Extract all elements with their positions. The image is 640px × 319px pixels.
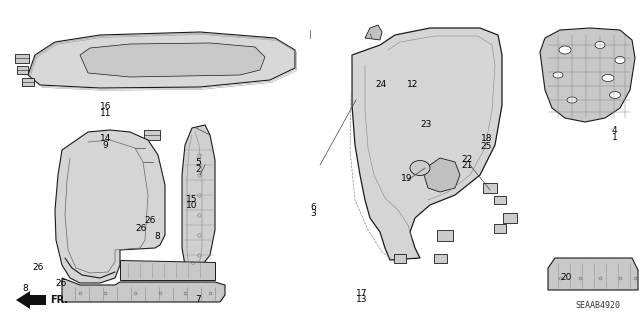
Ellipse shape — [602, 75, 614, 81]
Text: 16: 16 — [100, 102, 111, 111]
Polygon shape — [80, 43, 265, 77]
Bar — [483, 183, 497, 193]
Text: 10: 10 — [186, 201, 198, 210]
Text: 26: 26 — [33, 263, 44, 272]
Bar — [434, 254, 447, 263]
Bar — [144, 130, 160, 140]
Text: 11: 11 — [100, 109, 111, 118]
Text: 1: 1 — [612, 133, 617, 142]
Text: 23: 23 — [420, 120, 431, 129]
Bar — [394, 254, 406, 263]
Bar — [15, 54, 29, 63]
Bar — [437, 230, 453, 241]
Ellipse shape — [559, 46, 571, 54]
Text: 26: 26 — [135, 224, 147, 233]
Text: 20: 20 — [561, 273, 572, 282]
Text: 25: 25 — [481, 142, 492, 151]
Ellipse shape — [410, 160, 430, 175]
Polygon shape — [365, 25, 382, 40]
Text: 24: 24 — [375, 80, 387, 89]
Polygon shape — [540, 28, 635, 122]
Text: 21: 21 — [461, 161, 473, 170]
Bar — [494, 196, 506, 204]
Text: 13: 13 — [356, 295, 367, 304]
Text: 26: 26 — [55, 279, 67, 288]
Text: 4: 4 — [612, 126, 617, 135]
Text: 8: 8 — [23, 284, 28, 293]
Polygon shape — [55, 130, 165, 283]
Bar — [17, 66, 28, 74]
Text: 7: 7 — [196, 295, 201, 304]
Bar — [22, 78, 34, 86]
Bar — [503, 213, 517, 223]
Text: 26: 26 — [145, 216, 156, 225]
Polygon shape — [548, 258, 638, 290]
Text: 3: 3 — [311, 209, 316, 218]
Text: 8: 8 — [154, 232, 159, 241]
Ellipse shape — [595, 41, 605, 48]
Text: 12: 12 — [407, 80, 419, 89]
Bar — [143, 158, 153, 167]
Polygon shape — [120, 260, 215, 280]
Polygon shape — [62, 278, 225, 302]
Text: 6: 6 — [311, 203, 316, 212]
Bar — [135, 144, 145, 152]
Ellipse shape — [567, 97, 577, 103]
Bar — [494, 224, 506, 233]
Ellipse shape — [615, 56, 625, 63]
Polygon shape — [16, 291, 46, 309]
Text: SEAAB4920: SEAAB4920 — [575, 301, 620, 310]
Text: 15: 15 — [186, 195, 198, 204]
Text: 2: 2 — [196, 165, 201, 174]
Polygon shape — [28, 32, 295, 88]
Polygon shape — [352, 28, 502, 260]
Text: 14: 14 — [100, 134, 111, 143]
Text: 9: 9 — [103, 141, 108, 150]
Ellipse shape — [553, 72, 563, 78]
Polygon shape — [424, 158, 460, 192]
Text: 17: 17 — [356, 289, 367, 298]
Text: 19: 19 — [401, 174, 412, 183]
Text: 5: 5 — [196, 158, 201, 167]
Text: 18: 18 — [481, 134, 492, 143]
Ellipse shape — [609, 92, 621, 99]
Text: FR.: FR. — [50, 295, 68, 305]
Text: 22: 22 — [461, 155, 473, 164]
Polygon shape — [182, 125, 215, 270]
